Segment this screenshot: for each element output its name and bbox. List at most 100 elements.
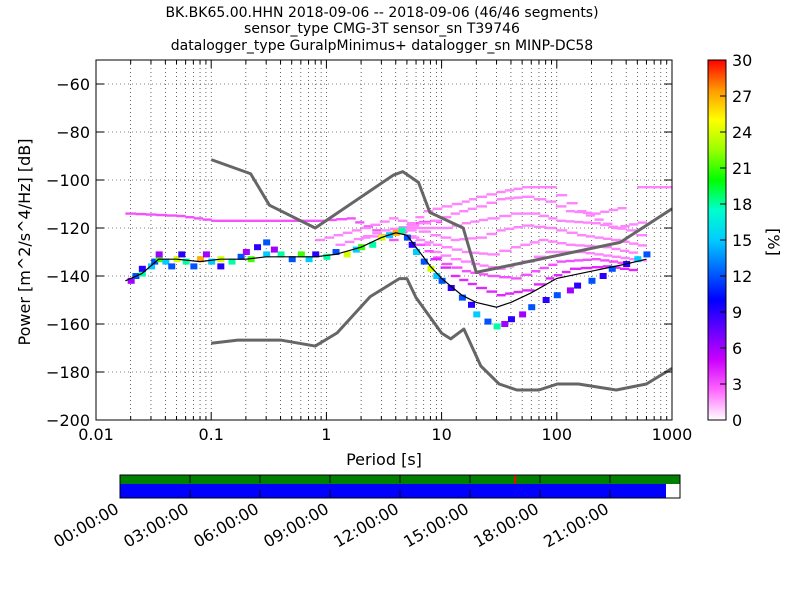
psd-cell	[582, 258, 593, 261]
chart-title: BK.BK65.00.HHN 2018-09-06 -- 2018-09-06 …	[165, 5, 598, 54]
psd-cell	[585, 252, 596, 255]
psd-cell	[556, 194, 568, 197]
psd-cell	[406, 236, 420, 239]
psd-cell	[505, 227, 515, 230]
psd-cell	[476, 195, 488, 198]
psd-cell	[545, 226, 557, 230]
colorbar-tick-label: 3	[732, 375, 742, 394]
noise-model-nhnm	[210, 158, 673, 274]
psd-cell	[461, 250, 472, 254]
psd-cell	[406, 224, 420, 227]
timeline: 00:00:0003:00:0006:00:0009:00:0012:00:00…	[50, 474, 681, 551]
psd-cell	[346, 217, 356, 220]
psd-cell	[637, 221, 648, 224]
psd-cell	[127, 277, 135, 284]
psd-cell	[242, 249, 250, 255]
psd-cell	[582, 221, 593, 224]
psd-cell	[496, 198, 506, 201]
psd-cell	[451, 248, 463, 251]
psd-cell	[577, 234, 587, 237]
psd-cell	[288, 256, 296, 263]
psd-cell	[533, 186, 547, 189]
psd-cell	[619, 249, 630, 252]
psd-cell	[424, 226, 434, 230]
colorbar-tick-label: 24	[732, 123, 752, 142]
psd-cell	[585, 235, 596, 238]
psd-cell	[208, 258, 216, 265]
psd-cell	[548, 217, 558, 220]
psd-cell	[247, 219, 258, 222]
y-tick-label: −200	[46, 411, 90, 430]
psd-cell	[470, 220, 480, 223]
psd-cell	[406, 222, 416, 225]
axis-ticks: 0.01 0.1 1 10 100 1000 −200 −180 −160 −140 −120 −10…	[46, 60, 692, 444]
psd-cell	[542, 297, 550, 303]
psd-cell	[277, 251, 285, 258]
psd-cell	[620, 256, 630, 260]
psd-cell	[451, 266, 463, 269]
psd-cell	[628, 268, 638, 272]
psd-cell	[389, 217, 399, 220]
psd-cell	[363, 234, 373, 238]
psd-cell	[427, 265, 435, 272]
psd-cell	[353, 237, 364, 241]
psd-cell	[270, 246, 278, 253]
psd-cell	[305, 256, 313, 263]
psd-cell	[403, 234, 411, 241]
psd-cell	[486, 201, 498, 204]
psd-cell	[470, 251, 480, 254]
psd-cell	[476, 205, 488, 208]
psd-cell	[450, 212, 460, 215]
y-tick-label: −160	[46, 315, 90, 334]
psd-cell	[594, 253, 604, 256]
psd-cell	[531, 212, 541, 215]
psd-cell	[460, 260, 472, 263]
psd-cell	[584, 244, 595, 248]
psd-cell	[381, 234, 391, 237]
colorbar-tick-label: 0	[732, 411, 742, 430]
psd-cell	[461, 200, 470, 203]
psd-cell	[237, 253, 245, 260]
psd-cell	[418, 230, 432, 233]
colorbar-tick-label: 12	[732, 267, 752, 286]
psd-cell	[190, 263, 198, 270]
psd-cell	[155, 251, 163, 258]
psd-cell	[458, 294, 466, 301]
psd-cell	[545, 277, 555, 280]
psd-cell	[521, 212, 532, 215]
psd-cell	[450, 258, 462, 261]
title-line-3: datalogger_type GuralpMinimus+ datalogge…	[171, 38, 593, 54]
psd-cell	[591, 258, 601, 261]
psd-cell	[521, 273, 532, 276]
psd-cell	[569, 267, 582, 270]
psd-cell	[513, 290, 523, 294]
psd-cell	[637, 244, 648, 247]
psd-cell	[433, 256, 443, 259]
psd-cell	[476, 286, 488, 290]
psd-cell	[361, 236, 371, 239]
psd-cell	[344, 240, 355, 244]
psd-cell	[529, 241, 540, 244]
psd-cell	[441, 262, 453, 266]
psd-cell	[217, 263, 225, 270]
psd-cell	[645, 186, 656, 189]
psd-cell	[580, 266, 593, 270]
psd-cell	[496, 229, 506, 232]
psd-cell	[389, 238, 399, 242]
psd-cell	[488, 266, 498, 269]
psd-cell	[351, 229, 362, 232]
psd-cell	[478, 273, 489, 276]
psd-cell	[220, 219, 231, 222]
psd-cell	[202, 251, 210, 258]
psd-cell	[565, 243, 576, 246]
psd-cell	[575, 244, 585, 247]
psd-cell	[617, 227, 627, 230]
psd-cell	[416, 243, 426, 246]
psd-cell	[577, 250, 587, 254]
psd-cell	[315, 238, 326, 242]
psd-cell	[432, 207, 443, 210]
timeline-gap-marker	[514, 475, 517, 484]
psd-cell	[285, 219, 297, 222]
psd-cell	[520, 243, 531, 246]
psd-cell	[637, 186, 647, 189]
